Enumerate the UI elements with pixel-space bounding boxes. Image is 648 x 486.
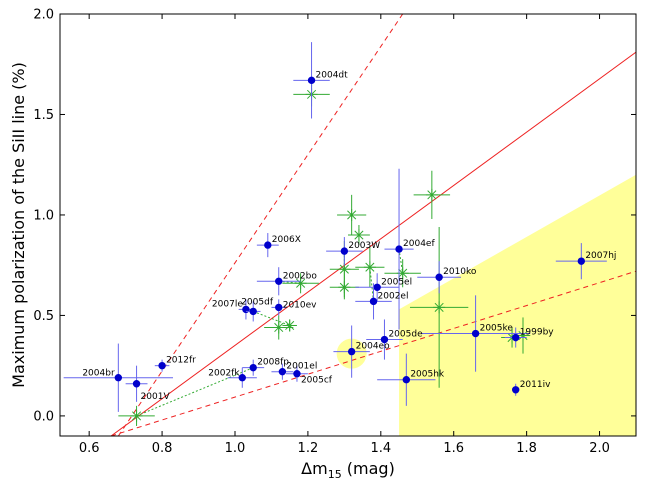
green-star-marker xyxy=(433,301,446,314)
link-line xyxy=(136,367,254,417)
data-point xyxy=(158,361,166,370)
point-label: 2007hj xyxy=(585,251,616,261)
data-point xyxy=(577,257,586,265)
yellow-region xyxy=(399,174,636,436)
point-label: 2004dt xyxy=(316,70,349,80)
yellow-region-layer xyxy=(336,174,636,436)
link-line xyxy=(398,249,404,274)
point-label: 2004ef xyxy=(403,239,435,249)
x-tick-label: 1.0 xyxy=(225,441,246,456)
point-label: 2002bo xyxy=(283,271,318,281)
green-star-marker xyxy=(294,277,307,290)
y-tick-label: 2.0 xyxy=(33,8,54,23)
point-label: 2010ev xyxy=(283,300,317,310)
data-point xyxy=(471,329,480,338)
green-star-marker xyxy=(352,229,365,242)
data-point xyxy=(369,297,378,306)
red-fit-line xyxy=(110,51,636,436)
point-label: 2005cf xyxy=(301,376,333,386)
data-point xyxy=(293,370,301,378)
data-point xyxy=(114,374,123,382)
point-label: 1999by xyxy=(520,328,555,338)
point-label: 2010ko xyxy=(443,267,477,277)
point-label: 2002fk xyxy=(208,369,240,379)
x-tick-label: 2.0 xyxy=(589,441,610,456)
point-label: 2007le xyxy=(212,299,243,309)
green-star-marker xyxy=(130,409,143,422)
point-label: 2004br xyxy=(82,369,115,379)
x-tick-label: 1.8 xyxy=(516,441,537,456)
green-star-marker xyxy=(396,267,409,280)
data-point xyxy=(275,277,283,285)
data-point xyxy=(380,335,389,344)
point-labels-layer: 2004dt 2006X 2003W 2004ef 2002bo 2005el 2002el… xyxy=(82,70,616,401)
green-star-marker xyxy=(338,281,351,294)
data-point xyxy=(347,347,356,356)
data-points-layer xyxy=(63,42,607,412)
data-point xyxy=(275,303,283,312)
green-star-marker xyxy=(363,261,376,274)
data-point xyxy=(435,273,443,281)
data-point xyxy=(340,247,349,255)
x-tick-label: 1.6 xyxy=(443,441,464,456)
x-tick-label: 1.4 xyxy=(370,441,391,456)
data-point xyxy=(238,374,246,382)
y-tick-label: 0.0 xyxy=(33,409,54,424)
y-tick-label: 1.0 xyxy=(33,208,54,223)
data-point xyxy=(278,367,287,376)
data-point xyxy=(132,380,141,388)
point-label: 2003W xyxy=(348,241,380,251)
data-point xyxy=(395,245,403,253)
data-point xyxy=(249,363,257,372)
data-point xyxy=(402,376,411,384)
point-label: 2005de xyxy=(388,330,423,340)
y-tick-label: 0.5 xyxy=(33,309,54,324)
y-tick-label: 1.5 xyxy=(33,108,54,123)
point-label: 2011iv xyxy=(520,380,551,390)
red-upper-line xyxy=(117,14,404,436)
axis-ticks-layer: 0.6 0.8 1.0 1.2 1.4 1.6 1.8 2.0 0.0 0.5 1.0 1.5 2.0 xyxy=(33,8,636,456)
point-label: 2002el xyxy=(378,291,409,301)
point-label: 2001el xyxy=(286,362,317,372)
point-label: 2004eo xyxy=(356,342,390,352)
x-tick-label: 0.6 xyxy=(79,441,100,456)
green-star-marker xyxy=(283,319,296,332)
point-label: 2005el xyxy=(381,277,412,287)
point-label: 2005df xyxy=(241,297,274,307)
x-tick-label: 1.2 xyxy=(298,441,319,456)
data-point xyxy=(249,307,257,316)
data-point xyxy=(307,76,316,85)
green-star-marker xyxy=(516,329,529,342)
data-point xyxy=(264,241,272,249)
green-star-marker xyxy=(338,263,351,276)
point-label: 2005hk xyxy=(410,370,445,380)
x-axis-title: Δm15 (mag) xyxy=(301,459,395,481)
green-star-marker xyxy=(345,208,358,221)
link-line xyxy=(369,267,375,302)
point-label: 2006X xyxy=(272,235,301,245)
point-label: 2012fr xyxy=(166,356,196,366)
y-axis-title: Maximum polarization of the SiII line (%… xyxy=(9,62,28,388)
link-line xyxy=(253,310,290,326)
green-star-marker xyxy=(425,188,438,201)
point-label: 2008fp xyxy=(257,358,289,368)
point-label: 2001V xyxy=(141,392,171,402)
green-star-marker xyxy=(272,321,285,334)
data-point xyxy=(373,283,381,291)
data-point xyxy=(511,386,520,394)
point-label: 2005ke xyxy=(480,324,514,334)
red-lower-line xyxy=(110,270,636,436)
data-point xyxy=(511,333,520,342)
x-tick-label: 0.8 xyxy=(152,441,173,456)
plot-frame xyxy=(59,13,637,437)
